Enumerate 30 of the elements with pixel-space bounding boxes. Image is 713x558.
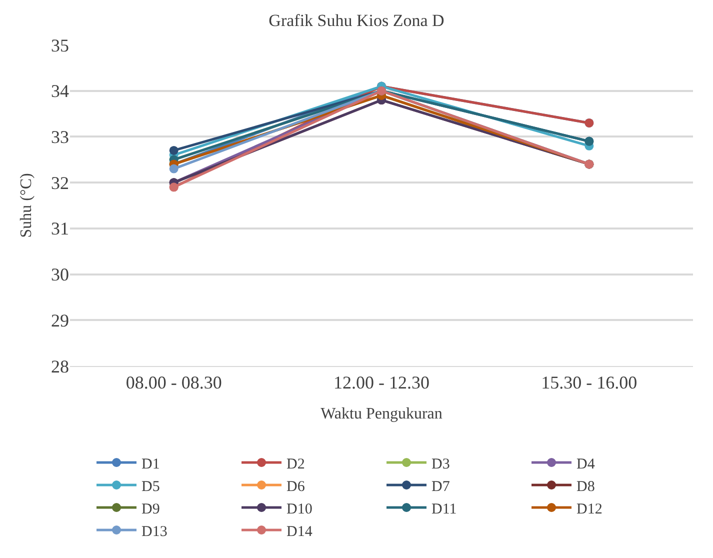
y-tick-label: 28 <box>51 356 69 376</box>
x-tick-label: 15.30 - 16.00 <box>541 372 638 393</box>
legend-label: D3 <box>432 456 450 472</box>
y-axis-title: Suhu (°C) <box>18 173 35 238</box>
legend-label: D12 <box>576 501 602 518</box>
legend-label: D7 <box>432 478 450 495</box>
point <box>169 164 178 174</box>
legend-label: D2 <box>286 456 305 472</box>
legend-label: D14 <box>286 524 313 540</box>
point <box>169 146 178 155</box>
legend-label: D1 <box>142 456 160 472</box>
y-tick-label: 29 <box>51 310 69 330</box>
y-tick-label: 32 <box>51 172 69 193</box>
chart-title: Grafik Suhu Kios Zona D <box>268 10 444 30</box>
legend-label: D11 <box>432 501 457 518</box>
legend-label: D5 <box>142 478 160 495</box>
y-tick-label: 35 <box>51 35 69 56</box>
y-tick-label: 30 <box>51 264 69 285</box>
y-tick-label: 34 <box>51 81 69 102</box>
y-tick-label: 31 <box>51 218 69 239</box>
legend-label: D13 <box>142 524 168 540</box>
legend-label: D10 <box>286 501 312 518</box>
legend-label: D6 <box>286 478 306 495</box>
x-tick-label: 08.00 - 08.30 <box>126 372 222 393</box>
y-tick-label: 33 <box>51 127 69 148</box>
legend-label: D4 <box>576 456 596 472</box>
x-tick-label: 12.00 - 12.30 <box>334 372 430 393</box>
legend-label: D8 <box>576 478 595 495</box>
x-axis-title: Waktu Pengukuran <box>320 405 442 422</box>
legend-label: D9 <box>142 501 160 518</box>
